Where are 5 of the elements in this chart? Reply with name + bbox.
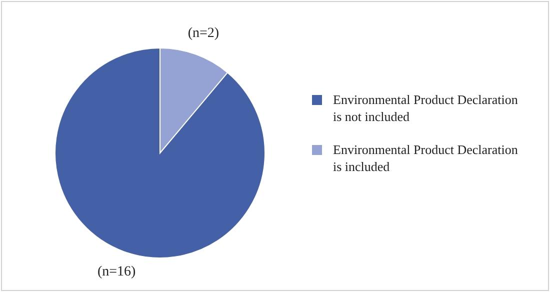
legend-label: Environmental Product Declaration is included: [333, 142, 518, 174]
data-label: (n=16): [97, 264, 136, 280]
data-label: (n=2): [188, 26, 220, 41]
pie-slice: [54, 48, 266, 258]
legend-label: Environmental Product Declaration is not included: [333, 92, 518, 124]
